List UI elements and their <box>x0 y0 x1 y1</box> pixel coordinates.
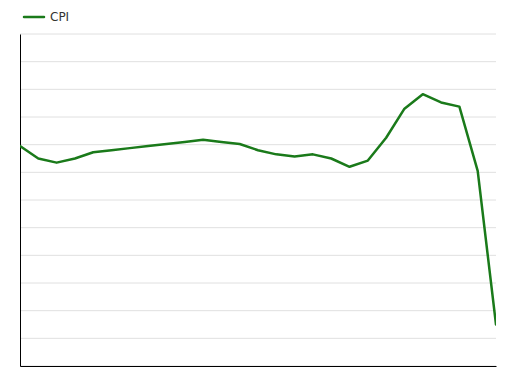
y-axis <box>20 35 21 367</box>
x-axis-line <box>21 366 497 367</box>
grid-line <box>20 310 496 311</box>
grid-line <box>20 338 496 339</box>
grid-line <box>20 255 496 256</box>
grid <box>20 34 496 366</box>
x-axis <box>21 366 497 367</box>
grid-line <box>20 144 496 145</box>
grid-line <box>20 227 496 228</box>
line <box>20 94 496 324</box>
chart: CPI <box>0 0 516 386</box>
grid-line <box>20 34 496 35</box>
legend-label: CPI <box>50 10 69 24</box>
grid-line <box>20 172 496 173</box>
series-group <box>20 94 496 324</box>
grid-line <box>20 366 496 367</box>
grid-line <box>20 89 496 90</box>
grid-line <box>20 61 496 62</box>
grid-line <box>20 283 496 284</box>
legend-item: CPI <box>24 10 69 24</box>
grid-line <box>20 200 496 201</box>
y-axis-line <box>20 35 21 367</box>
legend-swatch <box>24 16 44 19</box>
legend: CPI <box>24 10 69 24</box>
plot-area <box>20 34 497 367</box>
grid-line <box>20 117 496 118</box>
